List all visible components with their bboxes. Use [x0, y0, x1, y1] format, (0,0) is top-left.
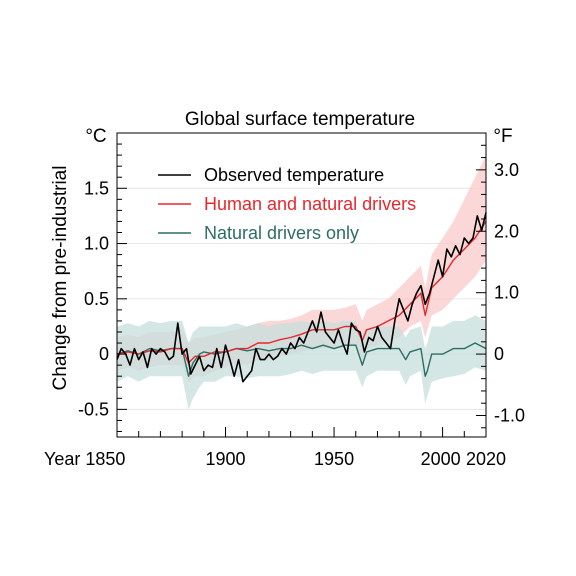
x-tick-label: 2020	[466, 449, 506, 469]
x-tick-label: 1900	[206, 449, 246, 469]
x-tick-label: 2000	[421, 449, 461, 469]
line-observed-temperature	[116, 212, 487, 383]
unit-right-label: °F	[493, 126, 512, 147]
y2-tick-label: 0	[494, 344, 504, 364]
line-natural-drivers-only	[116, 342, 487, 377]
x-tick-label: 1950	[314, 449, 354, 469]
axis-ticks: -0.5 0 0.5 1.0 1.5 -1.0 0 1.0 2.0 3.0 Year 1850 190…	[44, 143, 525, 469]
y-tick-label: 0.5	[84, 289, 109, 309]
series-lines	[116, 212, 487, 383]
legend-label: Observed temperature	[204, 165, 384, 185]
x-tick-label: Year 1850	[44, 449, 125, 469]
plot-area-frame	[116, 132, 487, 438]
y2-tick-label: 3.0	[494, 160, 519, 180]
legend-label: Human and natural drivers	[204, 194, 416, 214]
y2-tick-label: -1.0	[494, 406, 525, 426]
y2-tick-label: 2.0	[494, 221, 519, 241]
y-tick-label: -0.5	[78, 399, 109, 419]
line-human-and-natural-drivers	[116, 221, 487, 364]
y-tick-label: 1.0	[84, 234, 109, 254]
legend-label: Natural drivers only	[204, 223, 359, 243]
y-axis-label: Change from pre-industrial	[50, 166, 71, 391]
y-tick-label: 0	[99, 344, 109, 364]
y2-tick-label: 1.0	[494, 283, 519, 303]
band-natural-drivers-only	[117, 315, 486, 410]
unit-left-label: °C	[85, 126, 106, 147]
chart-title: Global surface temperature	[185, 109, 415, 130]
y-tick-label: 1.5	[84, 178, 109, 198]
legend: Observed temperature Human and natural dr…	[158, 165, 416, 243]
